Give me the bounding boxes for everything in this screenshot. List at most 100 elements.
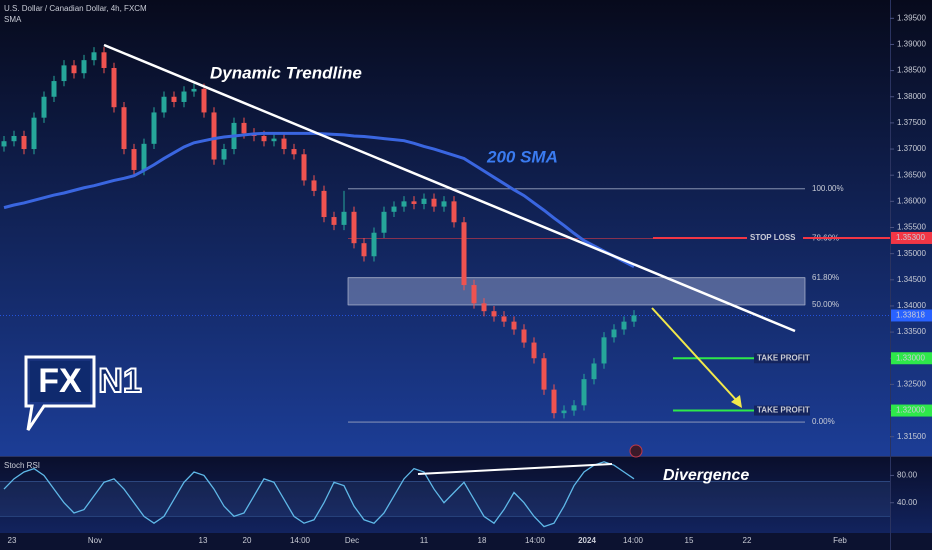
level-price-label: 1.33000 [896, 353, 925, 362]
candle-body [131, 149, 137, 170]
candle-body [141, 143, 147, 170]
y-tick-label: 1.31500 [897, 432, 926, 441]
candle-body [61, 65, 67, 82]
candle-body [101, 52, 107, 68]
x-tick-label: 14:00 [290, 536, 311, 545]
x-tick-label: 23 [8, 536, 17, 545]
time-axis [0, 533, 932, 550]
candle-body [81, 60, 87, 74]
candle-body [401, 201, 407, 207]
y-tick-label: 1.39500 [897, 13, 926, 22]
candle-body [211, 112, 217, 160]
logo-frame [24, 355, 96, 431]
level-name: TAKE PROFIT [757, 353, 810, 362]
fib-zone [347, 277, 806, 306]
candle-body [411, 201, 417, 204]
candle-body [11, 135, 17, 142]
fib-label: 0.00% [812, 417, 835, 426]
trendline-label: Dynamic Trendline [210, 63, 362, 82]
divergence-line [417, 463, 613, 475]
candle-body [441, 201, 447, 207]
level-price-box [891, 231, 932, 244]
candle-body [221, 149, 227, 160]
candle-body [421, 198, 427, 204]
arrow-shaft [651, 307, 739, 403]
candle-body [351, 211, 357, 244]
candle-body [291, 149, 297, 155]
candle-body [151, 112, 157, 144]
level-name-bg [754, 405, 810, 416]
candle-body [21, 135, 27, 150]
logo-fill [30, 361, 90, 402]
candle-body [591, 363, 597, 380]
y-tick-label: 1.35000 [897, 249, 926, 258]
candle-body [451, 201, 457, 223]
y-tick-label: 1.36500 [897, 170, 926, 179]
logo-left: FX [38, 362, 82, 400]
candle-body [541, 358, 547, 390]
y-tick-label: 1.35500 [897, 223, 926, 232]
y-tick-label: 1.33500 [897, 327, 926, 336]
candle-body [561, 410, 567, 414]
level-name-bg [754, 353, 810, 364]
logo: FX N1 [24, 355, 143, 431]
last-price-label: 1.33818 [896, 311, 925, 320]
x-tick-label: 18 [478, 536, 487, 545]
candle-body [511, 321, 517, 330]
candle-body [341, 211, 347, 225]
level-name: TAKE PROFIT [757, 406, 810, 415]
candle-body [191, 88, 197, 92]
candle-body [301, 154, 307, 181]
candle-body [51, 81, 57, 97]
y-tick-label: 1.34000 [897, 301, 926, 310]
fib-label: 100.00% [812, 184, 844, 193]
level-name-bg [747, 232, 803, 243]
level-price-box [891, 352, 932, 365]
candle-body [261, 135, 267, 142]
x-tick-label: Dec [345, 536, 359, 545]
candle-body [601, 337, 607, 364]
plot-layer: 1.31500 1.32000 1.32500 1.33000 1.33500 1.340… [0, 13, 932, 545]
event-icon[interactable] [629, 444, 643, 458]
candle-body [31, 117, 37, 150]
candle-body [281, 138, 287, 150]
x-tick-label: Nov [88, 536, 102, 545]
candle-body [521, 329, 527, 343]
stoch-tick-label: 80.00 [897, 471, 918, 480]
candle-body [311, 180, 317, 191]
stoch-pane [0, 457, 932, 533]
candle-body [71, 65, 77, 74]
last-price-box [891, 309, 932, 322]
trendline [103, 43, 796, 333]
candle-body [121, 107, 127, 150]
stoch-band [0, 481, 890, 517]
divergence-label: Divergence [663, 467, 749, 484]
logo-right: N1 [98, 362, 141, 400]
x-tick-label: 14:00 [525, 536, 546, 545]
candle-body [461, 222, 467, 286]
x-tick-label: 11 [420, 536, 429, 545]
sma-label: 200 SMA [486, 147, 558, 166]
candle-body [491, 311, 497, 317]
y-tick-label: 1.39000 [897, 40, 926, 49]
candle-body [41, 96, 47, 118]
candle-body [611, 329, 617, 338]
candle-body [271, 138, 277, 142]
x-tick-label: 2024 [578, 536, 596, 545]
level-price-label: 1.35300 [896, 233, 925, 242]
candle-body [1, 141, 7, 147]
candle-body [371, 232, 377, 257]
candle-body [471, 285, 477, 304]
candle-body [531, 342, 537, 359]
candle-body [361, 243, 367, 257]
candle-body [431, 198, 437, 207]
candle-body [171, 96, 177, 102]
candle-body [331, 217, 337, 225]
stoch-name: Stoch RSI [4, 461, 40, 470]
candle-body [91, 52, 97, 61]
candle-body [621, 321, 627, 330]
x-tick-label: 22 [743, 536, 752, 545]
candle-body [551, 389, 557, 414]
